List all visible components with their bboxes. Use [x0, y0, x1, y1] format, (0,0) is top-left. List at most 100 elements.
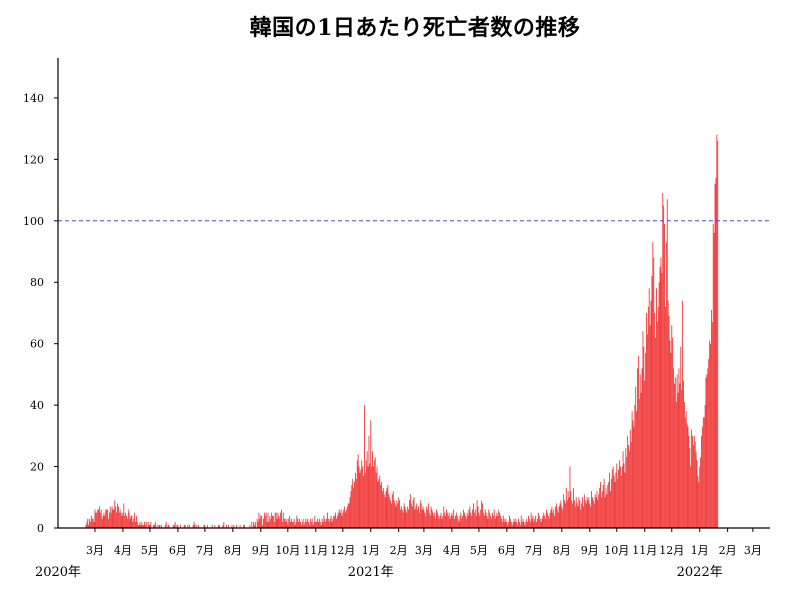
bar-2020-09-24 — [281, 509, 282, 528]
bar-2021-12-12 — [681, 389, 683, 528]
bar-2020-11-16 — [328, 521, 330, 528]
x-tick-label-2021-02-01: 2月 — [390, 544, 408, 557]
bar-2021-06-12 — [516, 521, 518, 528]
bar-2021-07-26 — [555, 503, 557, 528]
bar-2020-03-16 — [108, 518, 109, 528]
bar-2022-01-14 — [710, 309, 712, 528]
bar-2020-08-30 — [258, 512, 260, 528]
bar-2020-03-17 — [108, 512, 110, 528]
bar-2021-08-15 — [573, 500, 575, 528]
bar-2021-04-23 — [471, 515, 473, 528]
bar-2021-10-27 — [639, 374, 641, 528]
bar-2022-01-21 — [717, 140, 719, 528]
bar-2020-04-27 — [145, 521, 147, 528]
bar-2020-02-22 — [87, 518, 89, 528]
bar-2020-12-17 — [356, 460, 358, 528]
bar-2020-03-12 — [104, 515, 106, 528]
bar-2020-09-20 — [277, 512, 279, 528]
bar-2021-11-11 — [653, 257, 655, 528]
bar-2020-06-20 — [194, 524, 196, 528]
bar-2021-09-13 — [600, 481, 602, 528]
x-tick-label-2020-04-01: 4月 — [114, 544, 132, 557]
bar-2020-11-24 — [336, 518, 337, 528]
bar-2021-08-30 — [587, 500, 589, 528]
bar-2022-01-13 — [710, 343, 711, 528]
bar-2021-06-20 — [523, 521, 525, 528]
bar-2021-12-09 — [678, 368, 680, 528]
bar-2021-03-27 — [446, 512, 448, 528]
bar-2021-08-11 — [570, 491, 572, 528]
bar-2021-12-02 — [672, 337, 674, 528]
bar-2020-07-25 — [226, 524, 227, 528]
bar-2021-05-11 — [487, 518, 489, 528]
bar-2021-01-08 — [376, 466, 378, 528]
x-tick-label-2021-11-01: 11月 — [632, 544, 657, 557]
bar-2021-11-30 — [670, 352, 672, 528]
bar-2020-11-07 — [320, 524, 322, 528]
bar-2021-08-31 — [588, 497, 590, 528]
bar-2020-12-01 — [342, 512, 344, 528]
bar-2020-03-21 — [112, 509, 114, 528]
bar-2020-09-18 — [275, 512, 277, 528]
bar-2021-04-24 — [472, 509, 474, 528]
bar-2021-01-13 — [381, 481, 382, 528]
bar-2020-05-27 — [172, 524, 174, 528]
bar-2021-09-08 — [595, 497, 597, 528]
bar-2020-11-11 — [324, 518, 326, 528]
bar-2021-04-17 — [465, 518, 467, 528]
bar-2022-01-01 — [699, 466, 701, 528]
bar-2021-04-13 — [462, 515, 464, 528]
bar-2021-05-28 — [502, 515, 504, 528]
bar-2021-07-07 — [538, 515, 540, 528]
y-tick-label-0: 0 — [37, 522, 44, 535]
bar-2020-12-28 — [366, 451, 368, 528]
bar-2021-11-13 — [655, 337, 656, 528]
bar-2021-10-30 — [642, 331, 644, 528]
bar-2021-11-23 — [664, 223, 665, 528]
bar-2020-05-14 — [161, 524, 163, 528]
year-label-2021年: 2021年 — [348, 565, 394, 580]
bar-2020-12-05 — [345, 509, 347, 528]
bar-2021-09-18 — [604, 497, 606, 528]
bar-2020-09-04 — [263, 518, 264, 528]
bar-2021-01-18 — [385, 491, 387, 528]
bar-2021-09-17 — [603, 478, 605, 528]
bar-2020-07-04 — [207, 524, 209, 528]
bar-2021-08-28 — [585, 503, 587, 528]
bar-2021-10-02 — [617, 478, 619, 528]
bar-2020-11-14 — [327, 512, 328, 528]
y-ticks: 0 20 40 60 80 100 120 140 — [23, 92, 58, 535]
bar-2021-05-01 — [478, 512, 480, 528]
bar-2021-07-19 — [549, 512, 551, 528]
bar-2021-02-06 — [402, 512, 404, 528]
x-tick-label-2021-06-01: 6月 — [498, 544, 516, 557]
bar-2021-09-24 — [610, 491, 611, 528]
bar-2020-12-23 — [362, 466, 364, 528]
bar-2021-07-10 — [541, 518, 543, 528]
bar-2022-01-03 — [701, 435, 702, 528]
bar-2020-11-17 — [329, 518, 331, 528]
bar-2020-09-02 — [261, 515, 263, 528]
x-tick-label-2021-08-01: 8月 — [553, 544, 571, 557]
bar-2021-05-29 — [503, 518, 505, 528]
bar-2020-03-23 — [114, 500, 116, 528]
y-tick-label-120: 120 — [23, 153, 44, 166]
bar-2021-11-04 — [646, 334, 648, 528]
bar-2021-12-29 — [696, 460, 698, 528]
bar-2021-01-19 — [386, 488, 388, 528]
bar-2020-05-11 — [158, 524, 160, 528]
bar-2021-02-01 — [398, 497, 400, 528]
bar-2021-04-03 — [453, 509, 455, 528]
bar-2020-04-02 — [123, 503, 125, 528]
bar-2021-12-06 — [675, 402, 677, 528]
bar-2020-04-04 — [125, 512, 127, 528]
bar-2021-09-15 — [601, 491, 603, 528]
bar-2021-01-24 — [391, 503, 392, 528]
bar-2021-09-28 — [613, 475, 615, 528]
bar-2021-04-19 — [467, 515, 469, 528]
bar-2021-03-14 — [435, 518, 437, 528]
bar-2021-02-26 — [420, 503, 422, 528]
bar-2020-11-29 — [340, 509, 342, 528]
bar-2021-07-29 — [558, 506, 560, 528]
bar-2021-09-01 — [589, 503, 591, 528]
